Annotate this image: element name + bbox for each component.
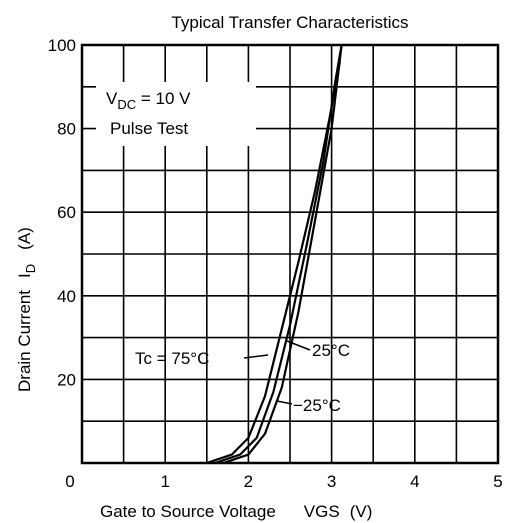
y-tick-label: 60 (57, 203, 76, 222)
condition-box (96, 82, 256, 146)
series-line (214, 44, 343, 465)
y-label-sub: D (23, 264, 38, 273)
annotation-arrow (276, 400, 293, 405)
x-tick-label: 3 (327, 472, 336, 491)
series-line (223, 44, 343, 465)
x-label-symbol: VGS (304, 502, 340, 521)
plot-frame (80, 43, 500, 465)
condition: VDC = 10 V (106, 89, 191, 112)
y-tick-label: 40 (57, 287, 76, 306)
x-tick-label: 2 (244, 472, 253, 491)
annotation-arrow (286, 340, 311, 351)
y-tick-label: 20 (57, 370, 76, 389)
x-tick-label: 5 (493, 472, 502, 491)
x-tick-label: 1 (160, 472, 169, 491)
series-label: Tc = 75°C (135, 349, 209, 368)
y-label-unit: (A) (15, 227, 34, 250)
x-label-unit: (V) (350, 502, 373, 521)
y-label-main: Drain Current (15, 290, 34, 392)
y-tick-label: 100 (48, 36, 76, 55)
x-axis-label: Gate to Source Voltage VGS (V) (100, 502, 372, 521)
series-line (206, 61, 341, 465)
series-label: 25°C (312, 341, 350, 360)
curves (206, 44, 343, 465)
annotation-arrow (243, 354, 269, 359)
x-tick-label: 0 (65, 472, 74, 491)
x-label-main: Gate to Source Voltage (100, 502, 276, 521)
chart-title: Typical Transfer Characteristics (171, 13, 408, 32)
series-label: −25°C (293, 396, 341, 415)
condition-sub: DC (117, 97, 136, 112)
y-axis-label: Drain Current ID (A) (15, 227, 38, 392)
condition-note: Pulse Test (110, 119, 188, 138)
condition-symbol: V (106, 89, 118, 108)
condition-rest: = 10 V (136, 89, 191, 108)
y-label-symbol: I (15, 273, 34, 278)
y-tick-label: 80 (57, 120, 76, 139)
x-tick-label: 4 (410, 472, 419, 491)
